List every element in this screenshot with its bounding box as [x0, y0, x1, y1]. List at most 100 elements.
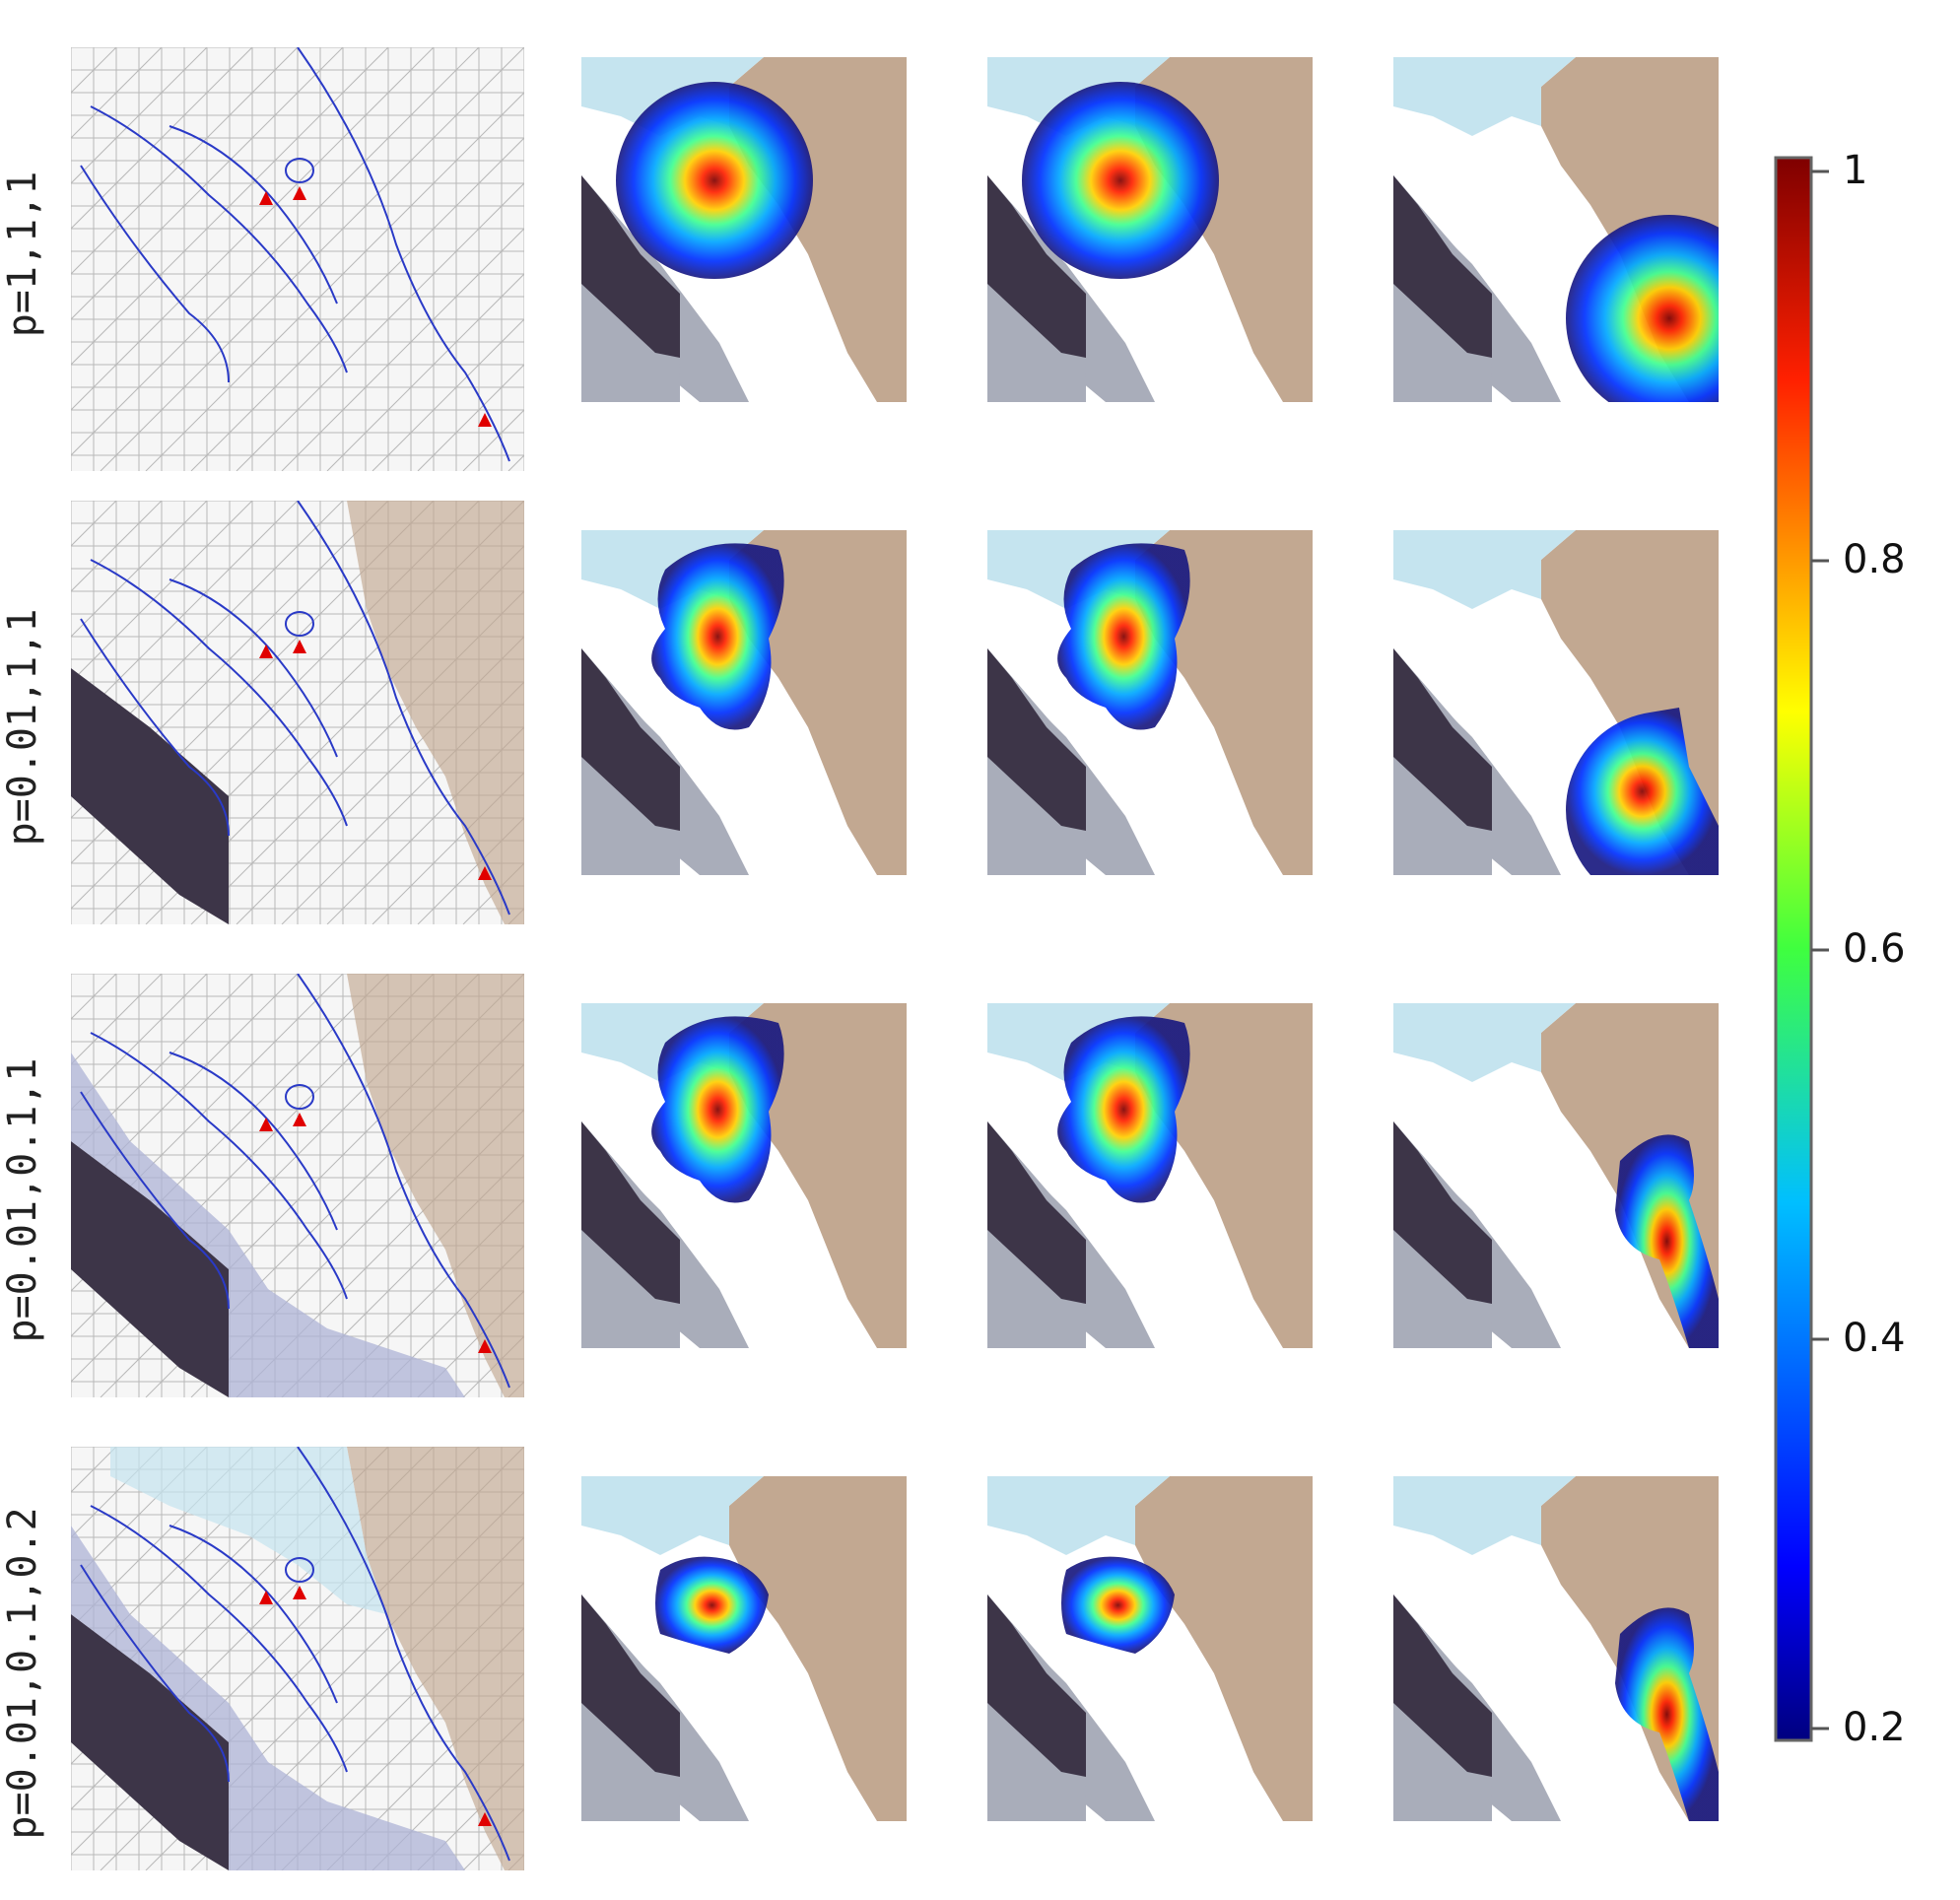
- colorbar-tick-0-6: 0.6: [1843, 926, 1906, 972]
- mesh-grid: [71, 47, 524, 471]
- light-water-area: [1393, 1003, 1576, 1082]
- light-water-area: [1393, 1476, 1576, 1555]
- sensitivity-spot: [616, 82, 813, 279]
- sensitivity-map-svg: [1393, 530, 1719, 875]
- sensitivity-spot: [655, 1556, 769, 1654]
- mesh-svg: [71, 47, 524, 471]
- coastline: [80, 1447, 510, 1862]
- colorbar-gradient: [1774, 156, 1813, 1742]
- deep-water-area: [581, 1121, 680, 1304]
- land-area: [347, 974, 524, 1397]
- deep-water-area: [71, 1141, 229, 1397]
- light-water-area: [1393, 57, 1576, 136]
- colorbar-tick-0-4: 0.4: [1843, 1316, 1906, 1361]
- sensitivity-spot: [1022, 82, 1219, 279]
- deep-water-area: [581, 648, 680, 831]
- colorbar-svg: [1774, 156, 1829, 1742]
- sensitivity-map-panel: [987, 57, 1313, 402]
- sensitivity-spot: [1615, 1134, 1719, 1348]
- sensitivity-spot: [651, 543, 784, 730]
- mesh-panel: [71, 974, 524, 1397]
- sensitivity-map-svg: [987, 57, 1313, 402]
- sensitivity-spot: [1615, 1607, 1719, 1821]
- sensitivity-map-panel: [1393, 1003, 1719, 1348]
- light-water-area: [1393, 530, 1576, 609]
- sensitivity-spot: [1057, 543, 1190, 730]
- sensitivity-map-svg: [1393, 1003, 1719, 1348]
- sensitivity-map-panel: [581, 57, 907, 402]
- sensitivity-map-panel: [987, 1003, 1313, 1348]
- red-triangle-marker: [259, 1591, 273, 1604]
- mesh-panel: [71, 47, 524, 471]
- land-area: [347, 1447, 524, 1870]
- colorbar-tick-0-8: 0.8: [1843, 537, 1906, 582]
- red-triangle-marker: [259, 645, 273, 658]
- mesh-svg: [71, 1447, 524, 1870]
- sensitivity-map-panel: [987, 1476, 1313, 1821]
- land-area: [347, 501, 524, 924]
- deep-water-area: [987, 648, 1086, 831]
- deep-water-area: [1393, 648, 1492, 831]
- red-triangle-marker: [478, 1339, 492, 1353]
- deep-water-area: [71, 668, 229, 924]
- coastline: [80, 501, 510, 916]
- red-triangle-marker: [293, 186, 306, 200]
- deep-water-area: [581, 1595, 680, 1777]
- light-water-area: [581, 1476, 764, 1555]
- light-water-area: [987, 1476, 1170, 1555]
- sensitivity-map-panel: [581, 530, 907, 875]
- red-triangle-marker: [478, 866, 492, 880]
- deep-water-area: [1393, 175, 1492, 358]
- sensitivity-spot: [651, 1016, 784, 1203]
- row-label-4: p=0.01,0.1,0.2: [0, 1507, 45, 1840]
- sensitivity-map-svg: [1393, 1476, 1719, 1821]
- red-triangle-marker: [293, 640, 306, 653]
- land-area: [729, 1476, 907, 1821]
- sensitivity-map-svg: [987, 530, 1313, 875]
- deep-water-area: [581, 175, 680, 358]
- deep-water-area: [1393, 1595, 1492, 1777]
- sensitivity-map-svg: [581, 1003, 907, 1348]
- red-triangle-marker: [293, 1586, 306, 1599]
- sensitivity-map-svg: [987, 1003, 1313, 1348]
- sensitivity-map-svg: [581, 57, 907, 402]
- sensitivity-map-svg: [581, 530, 907, 875]
- red-triangle-marker: [478, 413, 492, 427]
- land-area: [1135, 1476, 1313, 1821]
- coastline: [80, 974, 510, 1389]
- deep-water-area: [987, 1121, 1086, 1304]
- sensitivity-map-panel: [1393, 57, 1719, 402]
- sensitivity-map-panel: [987, 530, 1313, 875]
- sensitivity-spot: [1566, 215, 1719, 402]
- mesh-svg: [71, 501, 524, 924]
- coastline: [80, 47, 510, 462]
- mesh-panel: [71, 1447, 524, 1870]
- colorbar-tick-0-2: 0.2: [1843, 1705, 1906, 1750]
- sensitivity-map-svg: [987, 1476, 1313, 1821]
- sensitivity-spot: [1057, 1016, 1190, 1203]
- colorbar: [1774, 156, 1833, 1744]
- deep-water-area: [71, 1614, 229, 1870]
- deep-water-area: [1393, 1121, 1492, 1304]
- mesh-svg: [71, 974, 524, 1397]
- mesh-panel: [71, 501, 524, 924]
- deep-water-area: [987, 1595, 1086, 1777]
- red-triangle-marker: [259, 1118, 273, 1131]
- sensitivity-spot: [1566, 708, 1719, 875]
- red-triangle-marker: [478, 1812, 492, 1826]
- red-triangle-marker: [293, 1113, 306, 1126]
- row-label-2: p=0.01,1,1: [0, 608, 45, 847]
- row-label-3: p=0.01,0.1,1: [0, 1057, 45, 1343]
- deep-water-area: [987, 175, 1086, 358]
- sensitivity-map-panel: [1393, 530, 1719, 875]
- sensitivity-map-panel: [581, 1476, 907, 1821]
- red-triangle-marker: [259, 191, 273, 205]
- sensitivity-spot: [1061, 1556, 1175, 1654]
- sensitivity-map-svg: [581, 1476, 907, 1821]
- sensitivity-map-panel: [1393, 1476, 1719, 1821]
- colorbar-tick-1: 1: [1843, 148, 1868, 193]
- sensitivity-map-panel: [581, 1003, 907, 1348]
- sensitivity-map-svg: [1393, 57, 1719, 402]
- row-label-1: p=1,1,1: [0, 170, 45, 338]
